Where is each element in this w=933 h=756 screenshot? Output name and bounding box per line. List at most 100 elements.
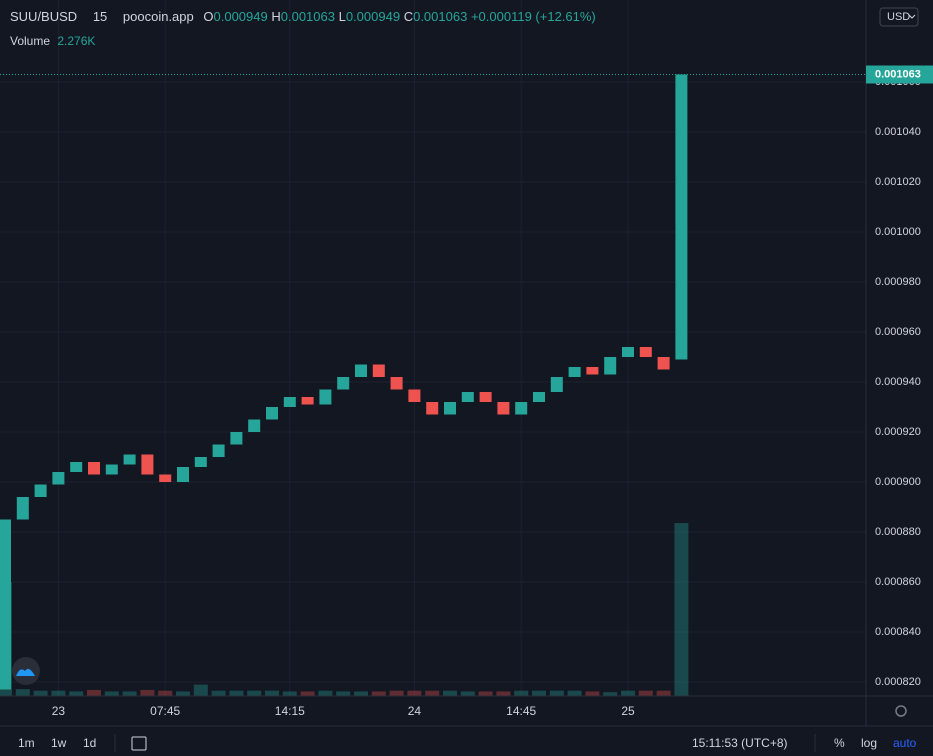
- candle: [550, 377, 563, 392]
- volume-bar: [211, 690, 226, 696]
- candle: [586, 367, 599, 375]
- x-tick-label: 24: [408, 704, 422, 718]
- y-tick-label: 0.000820: [875, 676, 921, 688]
- volume-bar: [282, 691, 297, 696]
- last-price-tag: [866, 65, 933, 84]
- volume-bar: [656, 690, 671, 696]
- timeframe[interactable]: 1d: [83, 736, 96, 750]
- y-tick-label: 0.001000: [875, 226, 921, 238]
- y-tick-label: 0.000980: [875, 276, 921, 288]
- volume-bar: [514, 690, 529, 696]
- candle: [372, 364, 385, 377]
- ohlc-key: C: [404, 9, 413, 24]
- candle: [497, 402, 510, 415]
- volume-bar: [603, 692, 618, 696]
- ohlc-value: 0.001063: [413, 9, 467, 24]
- volume-bar: [193, 684, 208, 696]
- candle: [533, 392, 545, 402]
- volume-bar: [247, 690, 262, 696]
- volume-bar: [69, 691, 84, 696]
- y-tick-label: 0.000860: [875, 576, 921, 588]
- dropdown-icon: [908, 14, 916, 19]
- volume-bar: [532, 690, 546, 696]
- currency-button[interactable]: [879, 7, 919, 27]
- candle: [355, 364, 367, 377]
- candle: [444, 402, 456, 415]
- candle: [515, 402, 528, 415]
- last-price-label: 0.001063: [875, 68, 921, 80]
- timeframe[interactable]: 1w: [51, 736, 67, 750]
- scale-button[interactable]: %: [834, 736, 845, 750]
- candle: [622, 347, 634, 357]
- scale-button[interactable]: auto: [893, 736, 917, 750]
- y-tick-label: 0.000840: [875, 626, 921, 638]
- y-tick-label: 0.000960: [875, 326, 921, 338]
- logo-cloud: [16, 668, 35, 676]
- candle: [141, 454, 154, 475]
- y-tick-label: 0.001020: [875, 176, 921, 188]
- candle: [301, 397, 314, 405]
- volume-bar: [371, 691, 386, 696]
- ohlc-value: 0.000949: [214, 9, 268, 24]
- candle: [88, 462, 100, 475]
- symbol: SUU/BUSD: [10, 9, 77, 24]
- currency[interactable]: USD: [887, 11, 910, 23]
- ohlc-value: 0.001063: [281, 9, 335, 24]
- volume-bar: [443, 690, 457, 696]
- x-tick-label: 23: [52, 704, 66, 718]
- volume-title: Volume 2.276K: [10, 34, 95, 48]
- volume-bar: [15, 689, 30, 696]
- ohlc-key: H: [271, 9, 280, 24]
- candle: [16, 497, 29, 520]
- volume-bar: [478, 691, 493, 696]
- volume-bar: [265, 690, 279, 696]
- volume-bar: [460, 691, 475, 696]
- volume-bar: [158, 690, 173, 696]
- candle: [159, 474, 172, 482]
- candle: [568, 367, 581, 377]
- y-tick-label: 0.000920: [875, 426, 921, 438]
- candle: [390, 377, 403, 390]
- change: +0.000119 (+12.61%): [471, 9, 596, 24]
- ohlc-value: 0.000949: [346, 9, 400, 24]
- x-tick-label: 14:45: [506, 704, 536, 718]
- date-range-icon[interactable]: [131, 736, 147, 751]
- candle: [283, 397, 296, 407]
- candle: [34, 484, 47, 497]
- settings-icon[interactable]: [895, 705, 907, 717]
- x-tick-label: 07:45: [150, 704, 180, 718]
- candle: [70, 462, 83, 472]
- candle: [194, 457, 207, 467]
- candle: [0, 519, 11, 690]
- timeframe[interactable]: 1m: [18, 736, 35, 750]
- y-tick-label: 0.000940: [875, 376, 921, 388]
- volume-bar: [176, 691, 190, 696]
- clock: 15:11:53 (UTC+8): [692, 736, 788, 750]
- y-tick-label: 0.000900: [875, 476, 921, 488]
- candle: [248, 419, 261, 432]
- ohlc-key: O: [203, 9, 213, 24]
- y-tick-label: 0.000880: [875, 526, 921, 538]
- bottom-toolbar: 1m 1w 1d 15:11:53 (UTC+8) % log auto: [18, 734, 917, 752]
- scale-button[interactable]: log: [861, 736, 877, 750]
- candle: [266, 407, 278, 420]
- volume-bar: [354, 691, 368, 696]
- volume-bar: [549, 690, 564, 696]
- x-tick-label: 14:15: [275, 704, 305, 718]
- candle: [337, 377, 350, 390]
- candle: [212, 444, 225, 457]
- volume-bar: [51, 690, 66, 696]
- volume-bar: [318, 690, 333, 696]
- volume-bar: [621, 690, 635, 696]
- volume-bar: [229, 690, 244, 696]
- volume-name: Volume: [10, 34, 50, 48]
- candle: [52, 472, 65, 485]
- legend-line: SUU/BUSD 15 poocoin.app O0.000949 H0.001…: [10, 9, 596, 24]
- candle: [657, 357, 670, 370]
- candle: [426, 402, 439, 415]
- volume-bar: [300, 691, 315, 696]
- candle: [408, 389, 421, 402]
- candle: [230, 432, 243, 445]
- candle: [479, 392, 492, 402]
